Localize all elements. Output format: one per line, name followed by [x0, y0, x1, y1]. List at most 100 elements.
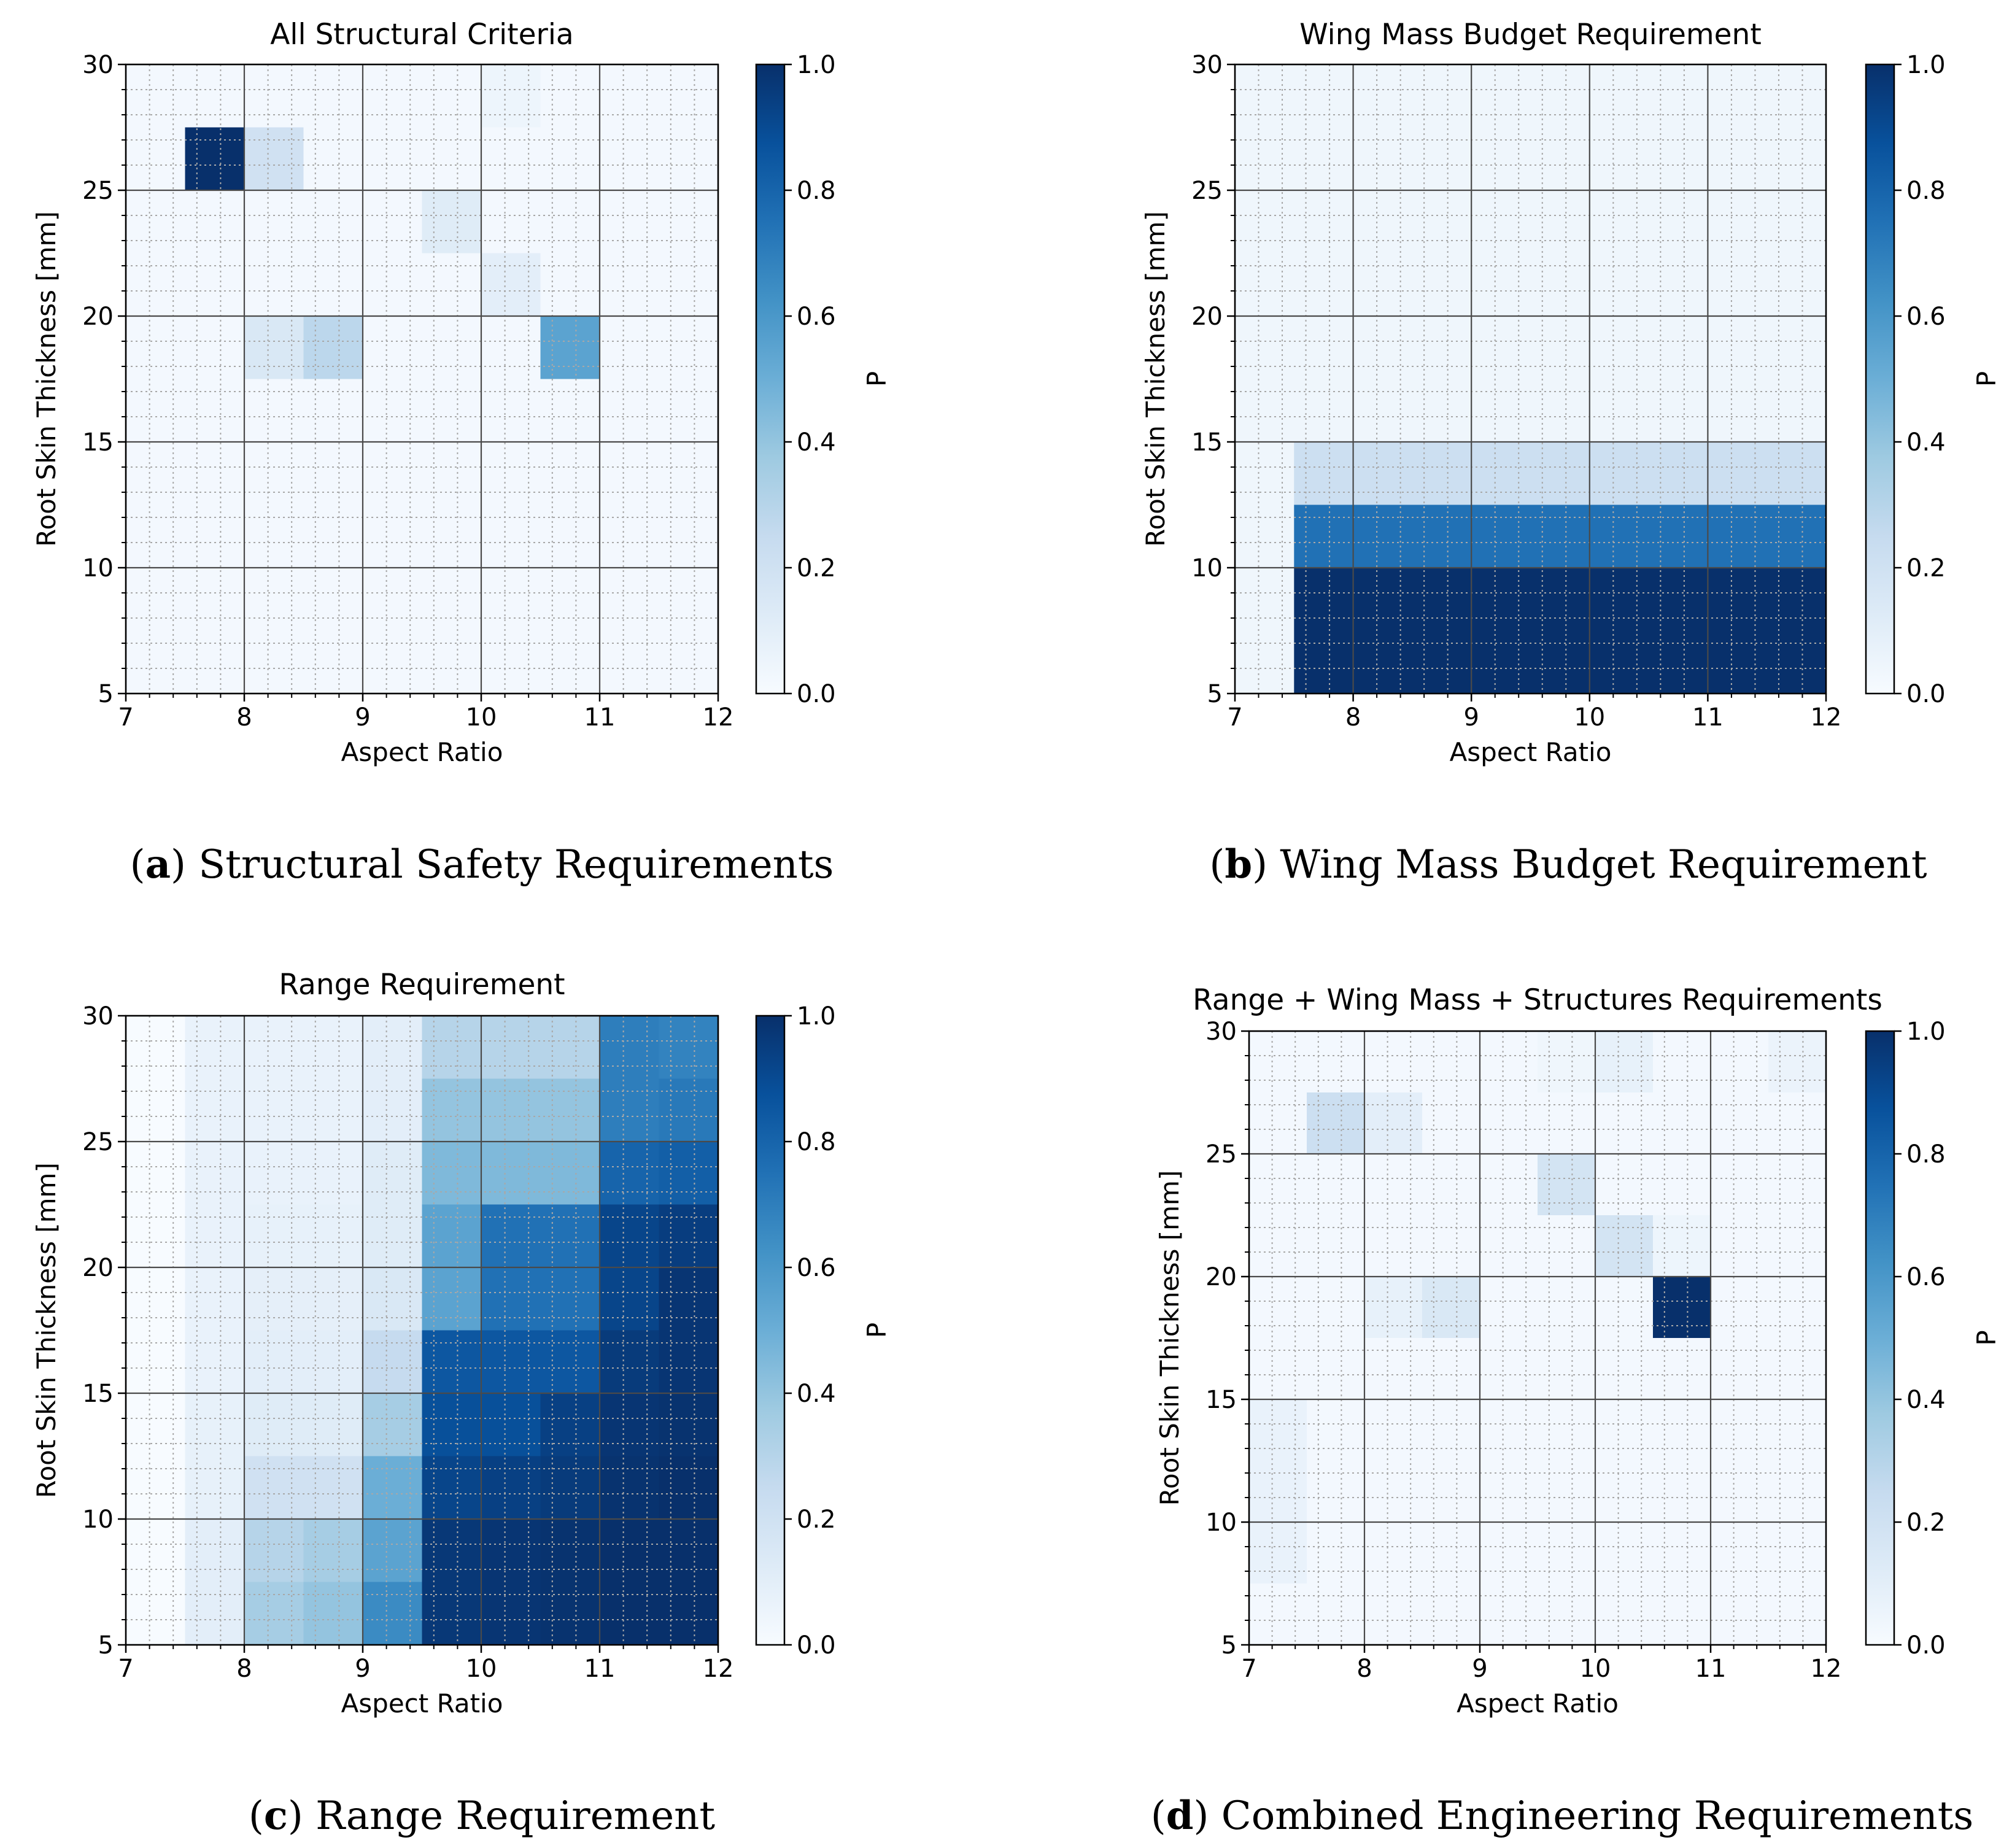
heatmap-cell	[363, 1519, 422, 1582]
heatmap-cell	[1653, 1277, 1711, 1338]
colorbar-tick-label: 0.4	[797, 1380, 836, 1408]
heatmap-cell	[303, 1582, 363, 1645]
x-tick-label: 12	[703, 703, 734, 732]
x-tick-label: 8	[236, 1655, 252, 1683]
caption-letter: b	[1225, 841, 1252, 887]
colorbar-gradient	[1865, 63, 1895, 695]
heatmap-cell	[659, 1582, 718, 1645]
colorbar-tick-label: 0.8	[1906, 1140, 1946, 1169]
x-tick-label: 9	[1463, 703, 1479, 732]
heatmap-cell	[422, 1016, 481, 1079]
colorbar: 0.0 0.2 0.4 0.6 0.8 1.0 P	[1865, 51, 2002, 708]
heatmap-cell	[659, 1204, 718, 1267]
panel-caption: (d) Combined Engineering Requirements	[1151, 1793, 1974, 1839]
heatmap-cell	[481, 1393, 541, 1456]
heatmap-cell	[540, 1582, 600, 1645]
y-tick-label: 25	[1205, 1140, 1237, 1169]
y-tick-label: 30	[82, 1002, 114, 1030]
x-tick-label: 9	[1472, 1655, 1487, 1683]
heatmap-cell	[244, 1078, 304, 1142]
colorbar-tick-label: 1.0	[1906, 1018, 1946, 1046]
heatmap-cell	[422, 1393, 481, 1456]
heatmap-cell	[303, 1393, 363, 1456]
heatmap-cell	[540, 316, 600, 379]
heatmap-cell	[363, 1204, 422, 1267]
heatmap-cell	[659, 1016, 718, 1079]
x-tick-label: 8	[1356, 1655, 1372, 1683]
heatmap-cell	[659, 1519, 718, 1582]
chart-title: Range + Wing Mass + Structures Requireme…	[1193, 983, 1882, 1017]
grid	[125, 63, 719, 695]
colorbar-tick-label: 0.2	[1906, 554, 1946, 582]
y-tick-label: 5	[1207, 680, 1223, 708]
heatmap-cell	[363, 1582, 422, 1645]
heatmap-cell	[244, 1204, 304, 1267]
panel-a: All Structural Criteria 7 8 9 10 11 12 5 10 15 20 2…	[31, 18, 892, 887]
heatmap-cell	[126, 1016, 185, 1079]
y-tick-label: 5	[1221, 1631, 1237, 1660]
colorbar-tick-label: 0.6	[1906, 1263, 1946, 1291]
heatmap-cell	[126, 1142, 185, 1205]
colorbar-tick-label: 1.0	[797, 51, 836, 79]
caption-text: Combined Engineering Requirements	[1221, 1793, 1974, 1839]
x-axis-label: Aspect Ratio	[341, 1688, 503, 1718]
heatmap-cell	[1768, 1031, 1826, 1092]
y-tick-label: 10	[1205, 1509, 1237, 1537]
caption-letter: a	[145, 841, 171, 887]
colorbar-tick-label: 0.0	[797, 1631, 836, 1660]
ticks: 7 8 9 10 11 12 5 10 15 20 25 30	[1191, 51, 1841, 732]
heatmap-cell	[540, 1330, 600, 1393]
ticks: 7 8 9 10 11 12 5 10 15 20 25 30	[82, 1002, 733, 1683]
caption-paren-close: )	[171, 842, 198, 887]
heatmap-cells	[126, 64, 718, 694]
heatmap-cell	[126, 1267, 185, 1331]
x-tick-label: 12	[1811, 1655, 1842, 1683]
y-axis-label: Root Skin Thickness [mm]	[31, 211, 61, 547]
heatmap-cell	[659, 1456, 718, 1519]
heatmap-cell	[540, 1267, 600, 1331]
y-tick-label: 25	[82, 1128, 114, 1156]
x-tick-label: 7	[118, 703, 133, 732]
caption-paren-open: (	[130, 842, 145, 887]
x-tick-label: 11	[584, 1655, 616, 1683]
x-tick-label: 10	[466, 1655, 497, 1683]
colorbar-tick-label: 0.2	[797, 1506, 836, 1534]
heatmap-cell	[185, 1519, 244, 1582]
colorbar: 0.0 0.2 0.4 0.6 0.8 1.0 P	[1865, 1018, 2002, 1660]
x-tick-label: 12	[1811, 703, 1842, 732]
heatmap-cell	[481, 1582, 541, 1645]
colorbar-label: P	[862, 371, 892, 387]
heatmap-cell	[659, 1330, 718, 1393]
heatmap-cell	[363, 1142, 422, 1205]
x-tick-label: 9	[355, 703, 370, 732]
heatmap-cell	[422, 1204, 481, 1267]
heatmap-cell	[600, 1267, 659, 1331]
heatmap-cell	[363, 1393, 422, 1456]
heatmap-cell	[659, 1078, 718, 1142]
plot-frame	[1248, 1030, 1827, 1646]
heatmap-cell	[244, 1330, 304, 1393]
caption-text: Wing Mass Budget Requirement	[1280, 842, 1927, 887]
colorbar-tick-label: 0.4	[797, 428, 836, 457]
caption-paren-open: (	[1151, 1793, 1166, 1839]
heatmap-cell	[422, 1582, 481, 1645]
x-tick-label: 10	[1574, 703, 1605, 732]
heatmap-cell	[540, 1456, 600, 1519]
heatmap-cell	[363, 1267, 422, 1331]
heatmap-cell	[600, 1456, 659, 1519]
heatmap-cells	[126, 1016, 718, 1645]
heatmap-cell	[1595, 1031, 1653, 1092]
colorbar-tick-label: 0.8	[797, 177, 836, 205]
colorbar-tick-label: 0.8	[1906, 177, 1946, 205]
colorbar-tick-label: 0.4	[1906, 1386, 1946, 1414]
caption-text: Structural Safety Requirements	[198, 842, 834, 887]
x-tick-label: 12	[703, 1655, 734, 1683]
heatmap-cell	[185, 1582, 244, 1645]
colorbar-tick-label: 0.6	[797, 303, 836, 331]
chart-title: Range Requirement	[279, 968, 565, 1002]
plot-frame	[125, 63, 719, 695]
y-tick-label: 15	[1191, 428, 1223, 457]
colorbar-label: P	[862, 1323, 892, 1338]
heatmap-cell	[244, 316, 304, 379]
heatmap-cell	[422, 190, 481, 253]
